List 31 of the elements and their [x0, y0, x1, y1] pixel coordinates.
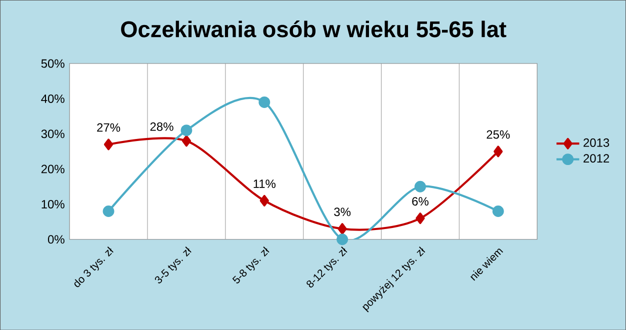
y-tick-label: 30% [41, 130, 64, 138]
point [180, 124, 192, 136]
point [102, 205, 114, 217]
point [336, 234, 348, 245]
x-tick-label: 8-12 tys. zł [306, 246, 348, 288]
y-tick-label: 50% [41, 59, 64, 68]
point [104, 138, 114, 150]
x-tick-label: 5-8 tys. zł [232, 246, 270, 284]
x-tick-label: 3-5 tys. zł [154, 246, 192, 284]
point [182, 135, 192, 147]
y-tick-label: 10% [42, 200, 64, 208]
data-label: 11% [254, 180, 276, 188]
data-label: 6% [412, 196, 428, 206]
point [338, 222, 347, 234]
point [414, 180, 426, 192]
point [494, 146, 503, 158]
data-label: 28% [150, 122, 174, 131]
x-tick-label: do 3 tys. zł [74, 246, 114, 288]
legend-label: 2012 [584, 154, 610, 163]
point [258, 96, 270, 108]
data-label: 25% [486, 130, 510, 139]
y-tick-label: 0% [48, 235, 64, 244]
y-tick-label: 40% [41, 94, 64, 103]
point [416, 212, 425, 224]
y-tick-label: 20% [41, 164, 64, 174]
point [260, 194, 269, 206]
legend-label: 2013 [584, 138, 610, 147]
chart-title: Oczekiwania osób w wieku 55-65 lat [121, 20, 506, 38]
data-label: 3% [334, 208, 351, 216]
point [492, 205, 504, 217]
data-label: 27% [97, 123, 120, 132]
